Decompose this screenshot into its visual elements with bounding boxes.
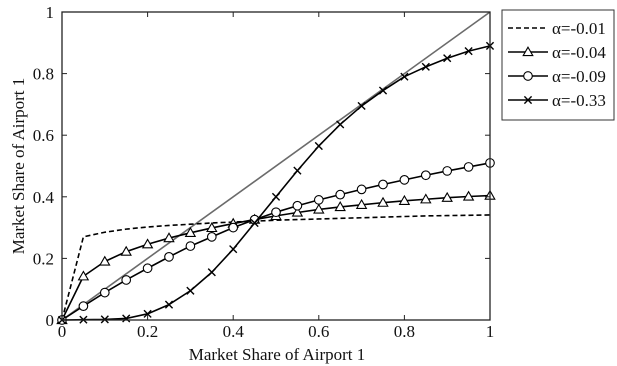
x-marker-stroke	[378, 86, 388, 95]
axes: 0 0.2 0.4 0.6 0.8 1 0 0.2 0.4 0.6 0.8 1	[33, 3, 495, 341]
series-2-point	[377, 196, 389, 207]
legend-label-3: α=-0.09	[552, 67, 606, 86]
x-tick-label: 0.8	[394, 322, 415, 341]
series-3-point	[463, 162, 474, 172]
series-2-point	[163, 232, 175, 243]
series-2-point	[313, 203, 325, 214]
series-4-point	[400, 72, 409, 81]
series-3-point	[78, 301, 89, 311]
x-marker-stroke	[250, 218, 259, 228]
y-tick-label: 0	[46, 311, 55, 330]
series-4-point	[229, 245, 238, 254]
x-marker-stroke	[336, 120, 345, 129]
series-3-point	[228, 222, 239, 233]
legend-marker-2	[522, 46, 534, 57]
series-4-point	[250, 218, 259, 228]
series-3-point	[399, 175, 410, 185]
x-marker-stroke	[464, 47, 473, 56]
series-4-point	[271, 192, 281, 201]
plot-area	[56, 11, 496, 325]
legend-label-2: α=-0.04	[552, 43, 606, 62]
series-3-point	[99, 287, 110, 298]
series-4-point	[293, 166, 302, 175]
axes-frame	[61, 11, 491, 321]
x-marker-stroke	[229, 245, 238, 254]
series-4-point	[314, 141, 323, 151]
series-2-point	[462, 190, 475, 201]
series-3-point	[378, 179, 388, 190]
diagonal-reference-line	[61, 11, 491, 321]
y-tick-label: 0.6	[33, 126, 54, 145]
series-3-point	[313, 195, 324, 205]
series-4-point	[443, 54, 452, 63]
series-3-point	[442, 166, 453, 176]
series-2-point	[206, 221, 218, 233]
series-3-point	[292, 200, 303, 211]
series-2-point	[441, 191, 453, 202]
x-marker-stroke	[314, 141, 323, 151]
series-3-point	[420, 170, 431, 181]
y-axis-label: Market Share of Airport 1	[9, 78, 28, 255]
series-3-point	[121, 275, 132, 285]
series-3-point	[335, 189, 346, 200]
series-2-point	[120, 245, 132, 256]
x-marker-stroke	[443, 54, 452, 63]
x-marker-stroke	[271, 192, 281, 201]
series-3-point	[271, 207, 281, 218]
series-2-point	[420, 193, 432, 204]
series-4-point	[207, 268, 216, 277]
series-2-point	[291, 206, 304, 217]
series-4-point	[378, 86, 388, 95]
x-tick-label: 0.2	[137, 322, 158, 341]
series-4-point	[464, 47, 473, 56]
series-4-point	[164, 300, 174, 309]
series-3-point	[185, 241, 196, 251]
x-tick-label: 1	[486, 322, 495, 341]
series-2-point	[398, 194, 411, 205]
series-3-point	[206, 231, 217, 242]
series-4-point	[143, 309, 152, 318]
x-marker-stroke	[421, 62, 430, 71]
y-tick-label: 1	[46, 3, 55, 22]
x-marker-stroke	[122, 314, 131, 323]
series-2-point	[99, 255, 111, 266]
legend-label-1: α=-0.01	[552, 19, 606, 38]
x-marker-stroke	[207, 268, 216, 277]
x-tick-label: 0	[58, 322, 67, 341]
series-line-1	[61, 214, 491, 321]
x-axis-label: Market Share of Airport 1	[189, 345, 366, 364]
series-4-point	[122, 314, 131, 323]
x-marker-stroke	[186, 286, 195, 295]
y-tick-label: 0.4	[33, 188, 55, 207]
series-line-3	[61, 162, 491, 321]
series-3-point	[356, 184, 367, 195]
series-2-point	[141, 238, 154, 249]
series-4-point	[186, 286, 195, 295]
x-tick-label: 0.6	[308, 322, 329, 341]
series-3-point	[164, 252, 174, 262]
legend-label-4: α=-0.33	[552, 91, 606, 110]
x-tick-label: 0.4	[223, 322, 245, 341]
series-2-point	[77, 270, 90, 281]
x-marker-stroke	[164, 300, 174, 309]
series-2-point	[355, 198, 368, 209]
series-2-point	[334, 201, 346, 212]
series-2-point	[184, 226, 197, 237]
x-marker-stroke	[293, 166, 302, 175]
legend-marker-3	[523, 71, 533, 81]
x-marker-stroke	[523, 95, 533, 105]
x-marker-stroke	[400, 72, 409, 81]
series-4-point	[336, 120, 345, 129]
x-marker-stroke	[143, 309, 152, 318]
legend: α=-0.01 α=-0.04 α=-0.09 α=-0.33	[501, 9, 615, 121]
x-marker-stroke	[357, 101, 366, 111]
series-4-point	[421, 62, 430, 71]
y-tick-label: 0.8	[33, 65, 54, 84]
y-tick-label: 0.2	[33, 249, 54, 268]
series-3-point	[142, 263, 153, 274]
series-4-point	[357, 101, 366, 111]
legend-marker-4	[523, 95, 533, 105]
